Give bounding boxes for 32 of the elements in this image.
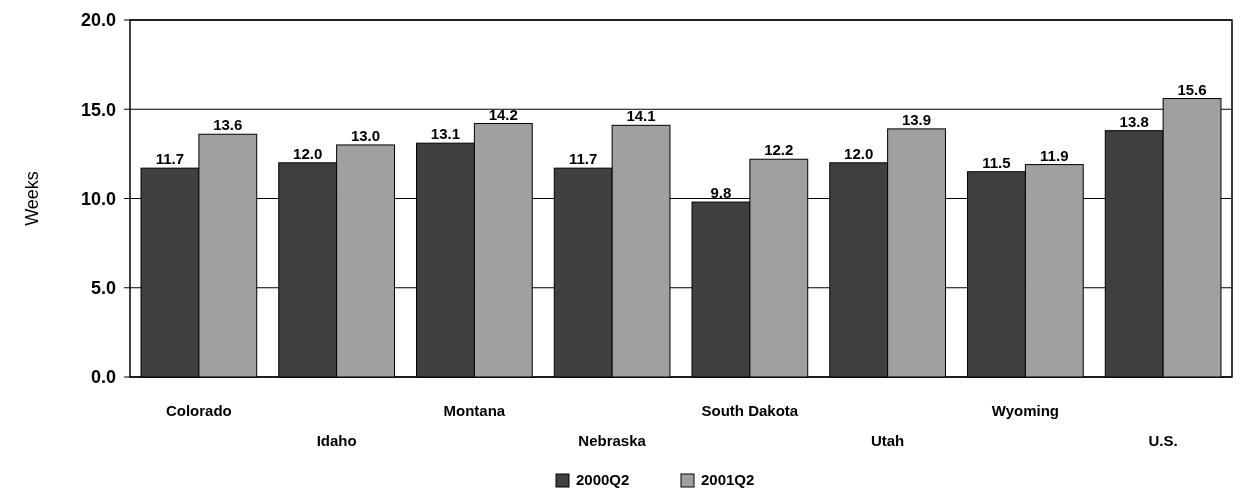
data-label: 15.6 [1177,80,1207,98]
data-label: 13.8 [1119,112,1149,130]
y-tick-label: 15.0 [80,99,116,120]
data-label: 12.2 [764,141,794,159]
x-tick-label: Wyoming [991,402,1059,419]
x-tick-label: Montana [443,402,506,419]
x-tick-label: South Dakota [701,402,799,419]
x-tick-label: Idaho [316,432,357,449]
data-label: 13.6 [213,116,243,134]
data-label: 11.7 [569,150,598,168]
data-label: 11.9 [1040,146,1069,164]
legend-label: 2000Q2 [576,471,630,488]
x-tick-label: U.S. [1148,432,1178,449]
y-tick-label: 5.0 [90,278,116,299]
data-label: 12.0 [293,144,323,162]
data-label: 11.7 [155,150,185,168]
x-tick-label: Colorado [165,402,232,419]
y-axis-title: Weeks [22,171,42,226]
data-label: 9.8 [710,184,732,202]
x-tick-label: Nebraska [578,432,647,449]
y-tick-label: 0.0 [90,367,116,388]
data-label: 11.5 [982,153,1011,171]
y-tick-label: 20.0 [80,10,116,31]
data-label: 13.9 [901,110,932,128]
data-label: 14.2 [488,105,518,123]
data-label: 14.1 [626,107,656,125]
data-label: 13.1 [430,125,461,143]
x-tick-label: Utah [870,432,905,449]
data-label: 13.0 [350,126,381,144]
legend-label: 2001Q2 [701,471,755,488]
y-tick-label: 10.0 [80,188,116,209]
data-label: 12.0 [844,144,874,162]
